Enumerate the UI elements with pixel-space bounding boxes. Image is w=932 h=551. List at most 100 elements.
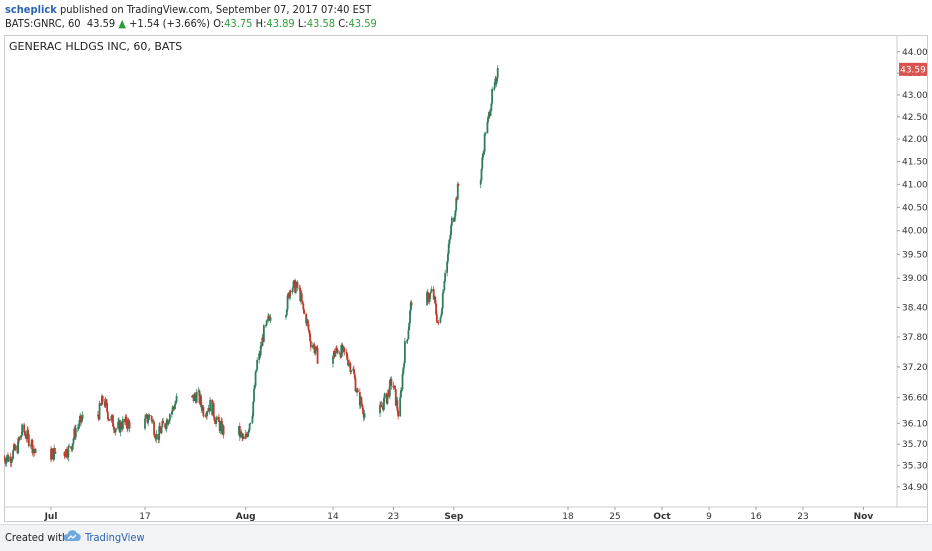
time-axis[interactable]: Jul 17 Aug 14 23 Sep 18 25 Oct 9 16 23 Nov (44, 507, 874, 522)
candle-body (215, 416, 218, 420)
candle-body (268, 315, 270, 319)
candle-body (108, 419, 111, 421)
published-text: published on TradingView.com, September … (59, 3, 372, 16)
time-tick-label: Oct (653, 512, 671, 522)
candle-body (161, 420, 164, 427)
candle-body (449, 235, 452, 240)
candle-body (444, 272, 447, 282)
candle-body (448, 239, 451, 244)
candle-body (347, 363, 350, 366)
author-link[interactable]: scheplick (5, 3, 57, 16)
candle-body (261, 337, 264, 347)
candle-body (244, 434, 247, 439)
candle-body (441, 293, 444, 309)
candle-body (383, 393, 386, 399)
candle-body (144, 418, 146, 429)
price-tick-label: 39.00 (902, 274, 928, 284)
candle-body (112, 426, 115, 430)
candle-body (144, 415, 147, 419)
candle-body (491, 88, 494, 104)
candle-body (302, 303, 305, 310)
candle-body (309, 340, 312, 348)
candle-body (191, 396, 193, 398)
candle-body (426, 292, 428, 306)
candlestick-chart[interactable]: GENERAC HLDGS INC, 60, BATS 44.0043.5043… (4, 35, 928, 522)
candle-body (446, 261, 449, 273)
candle-body (490, 103, 493, 111)
candle-body (294, 286, 297, 293)
candle-body (432, 289, 435, 300)
candle-body (152, 420, 155, 423)
candle-body (292, 281, 295, 288)
candle-body (23, 424, 26, 433)
candle-body (434, 296, 437, 304)
candle-body (117, 422, 120, 429)
candle-body (300, 293, 303, 301)
candle-body (148, 414, 150, 420)
candle-body (11, 458, 14, 461)
candle-body (194, 393, 197, 397)
created-with-label: Created with (5, 531, 69, 544)
candle-body (72, 438, 75, 444)
candle-body (443, 281, 446, 291)
candle-body (81, 414, 84, 419)
candle-body (305, 313, 308, 324)
candle-body (343, 347, 346, 352)
candle-body (106, 411, 109, 419)
candle-body (428, 299, 431, 302)
candle-body (171, 406, 174, 412)
candle-body (332, 356, 334, 364)
candle-body (24, 432, 26, 435)
chart-frame (4, 35, 928, 522)
candle-body (447, 243, 450, 254)
candle-body (76, 427, 79, 429)
candle-body (17, 438, 20, 454)
time-tick-label: 25 (609, 512, 620, 522)
candle-body (105, 399, 108, 404)
candle-body (68, 446, 71, 448)
candle-body (153, 422, 155, 435)
price-tick-label: 42.50 (902, 113, 928, 123)
candle-body (5, 458, 8, 464)
candle-body (309, 333, 311, 341)
candle-body (70, 446, 73, 449)
candle-body (146, 414, 149, 423)
candle-body (147, 419, 150, 423)
candle-body (481, 157, 484, 169)
candle-body (101, 396, 104, 402)
candle-body (353, 369, 355, 374)
tradingview-brand-link[interactable]: TradingView (85, 531, 145, 544)
time-tick-label: 23 (388, 512, 399, 522)
candle-body (27, 434, 30, 446)
candle-body (441, 308, 443, 315)
candle-body (33, 448, 35, 451)
candle-body (285, 315, 287, 318)
price-tick-label: 40.00 (902, 227, 928, 237)
candle-body (120, 422, 123, 429)
candle-body (167, 421, 170, 425)
candle-body (353, 373, 356, 379)
candle-body (479, 180, 482, 185)
candle-body (31, 439, 34, 454)
candle-body (256, 359, 259, 371)
publish-info: scheplick published on TradingView.com, … (5, 3, 371, 16)
candle-body (363, 413, 366, 418)
candle-body (54, 452, 57, 454)
candle-body (20, 435, 23, 438)
candle-body (408, 322, 411, 331)
candle-body (168, 420, 170, 422)
candle-body (429, 293, 432, 300)
tradingview-cloud-icon[interactable] (62, 529, 82, 546)
price-axis[interactable]: 44.0043.5043.0042.5042.0041.5041.0040.50… (897, 48, 928, 493)
candle-body (435, 314, 438, 323)
price-tick-label: 39.50 (902, 250, 928, 260)
high-label: H: (255, 17, 267, 30)
candle-body (380, 404, 383, 408)
candle-body (98, 403, 101, 420)
last-price-badge: 43.59 (899, 62, 927, 76)
candle-body (65, 449, 68, 457)
candle-body (495, 78, 497, 85)
candle-body (266, 319, 269, 321)
candle-body (495, 81, 498, 85)
price-tick-label: 36.60 (902, 393, 928, 403)
